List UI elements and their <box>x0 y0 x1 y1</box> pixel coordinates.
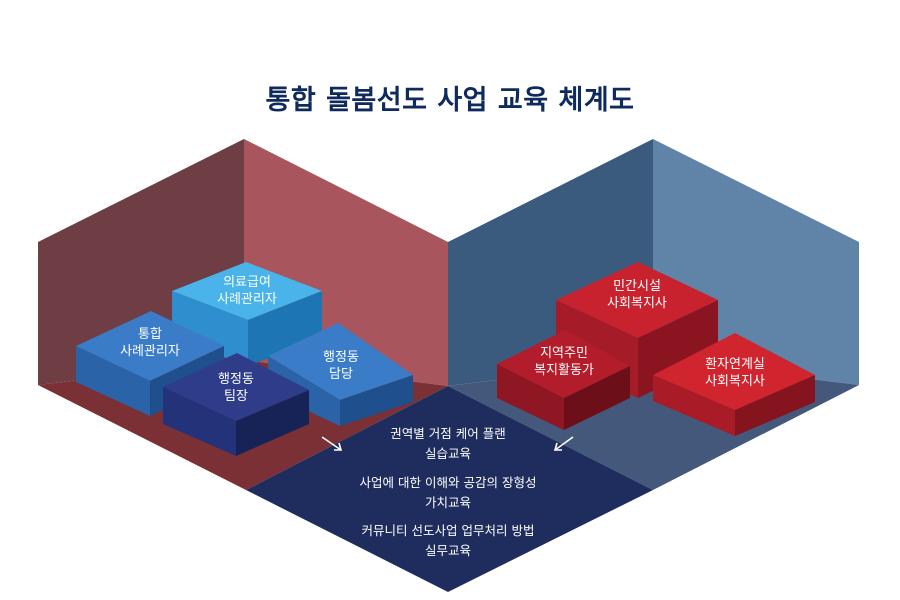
label-integrated-case-manager: 통합 사례관리자 <box>120 327 180 359</box>
arrow-right-icon <box>553 436 574 451</box>
label-district-staff: 행정동 담당 <box>323 350 359 382</box>
arrow-left-icon <box>321 436 343 451</box>
label-private-facility-social-worker: 민간시설 사회복지사 <box>607 279 667 311</box>
box-medical-aid-case-manager <box>172 262 322 366</box>
label-patient-liaison-social-worker: 환자연계실 사회복지사 <box>705 357 765 389</box>
box-patient-liaison-social-worker <box>653 333 815 436</box>
education-item-practical-training: 권역별 거점 케어 플랜 실습교육 <box>390 426 506 461</box>
label-resident-welfare-activist: 지역주민 복지활동가 <box>534 346 594 378</box>
education-item-value-education: 사업에 대한 이해와 공감의 장형성 가치교육 <box>359 475 537 510</box>
diagram-title: 통합 돌봄선도 사업 교육 체계도 <box>265 85 635 116</box>
center-floor <box>246 386 653 592</box>
box-district-team-leader <box>163 353 309 456</box>
box-resident-welfare-activist <box>497 330 630 430</box>
label-district-team-leader: 행정동 팀장 <box>218 372 254 404</box>
education-item-practical-work-education: 커뮤니티 선도사업 업무처리 방법 실무교육 <box>361 523 535 558</box>
label-medical-aid-case-manager: 의료급여 사례관리자 <box>217 275 277 307</box>
